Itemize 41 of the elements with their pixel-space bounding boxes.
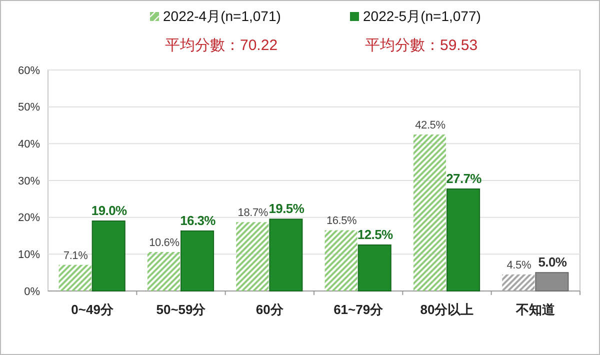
- y-tick-label: 50%: [18, 102, 40, 114]
- bar: [236, 222, 269, 291]
- bar: [502, 274, 535, 291]
- x-tick-label: 80分以上: [420, 302, 474, 317]
- text: 4.5%: [506, 259, 532, 272]
- text: 27.7%: [446, 170, 482, 186]
- y-tick-label: 10%: [18, 249, 40, 262]
- text: 16.5%: [326, 215, 357, 228]
- text: 10.6%: [149, 236, 180, 249]
- text: 42.5%: [415, 119, 446, 132]
- text: 5.0%: [538, 254, 567, 270]
- y-tick-label: 20%: [18, 212, 40, 224]
- text: 16.3%: [180, 212, 216, 228]
- x-tick-label: 60分: [256, 302, 284, 317]
- text: 19.5%: [268, 201, 304, 216]
- bar: [147, 252, 180, 291]
- bar: [358, 244, 392, 292]
- bar: [269, 218, 303, 292]
- text: 平均分數：59.53: [365, 37, 478, 54]
- bar: [446, 188, 480, 292]
- bar: [324, 230, 358, 291]
- x-tick-label: 61~79分: [334, 302, 384, 317]
- y-tick-label: 0%: [24, 286, 40, 298]
- bar: [92, 220, 126, 292]
- text: 19.0%: [91, 203, 127, 218]
- legend-label: 2022-5月(n=1,077): [363, 8, 481, 24]
- y-tick-label: 30%: [18, 175, 40, 188]
- x-tick-label: 不知道: [515, 302, 556, 317]
- text: 7.1%: [63, 250, 88, 262]
- bar: [180, 230, 214, 292]
- x-tick-label: 50~59分: [156, 302, 207, 317]
- bar: [535, 272, 569, 292]
- text: 12.5%: [357, 226, 393, 242]
- text: 18.7%: [238, 207, 268, 220]
- bar: [413, 134, 446, 291]
- y-tick-label: 40%: [18, 138, 40, 151]
- text: 平均分數：70.22: [165, 37, 278, 54]
- x-tick-label: 0~49分: [71, 302, 114, 317]
- legend-label: 2022-4月(n=1,071): [163, 8, 281, 24]
- y-tick-label: 60%: [18, 64, 40, 77]
- bar: [58, 264, 92, 291]
